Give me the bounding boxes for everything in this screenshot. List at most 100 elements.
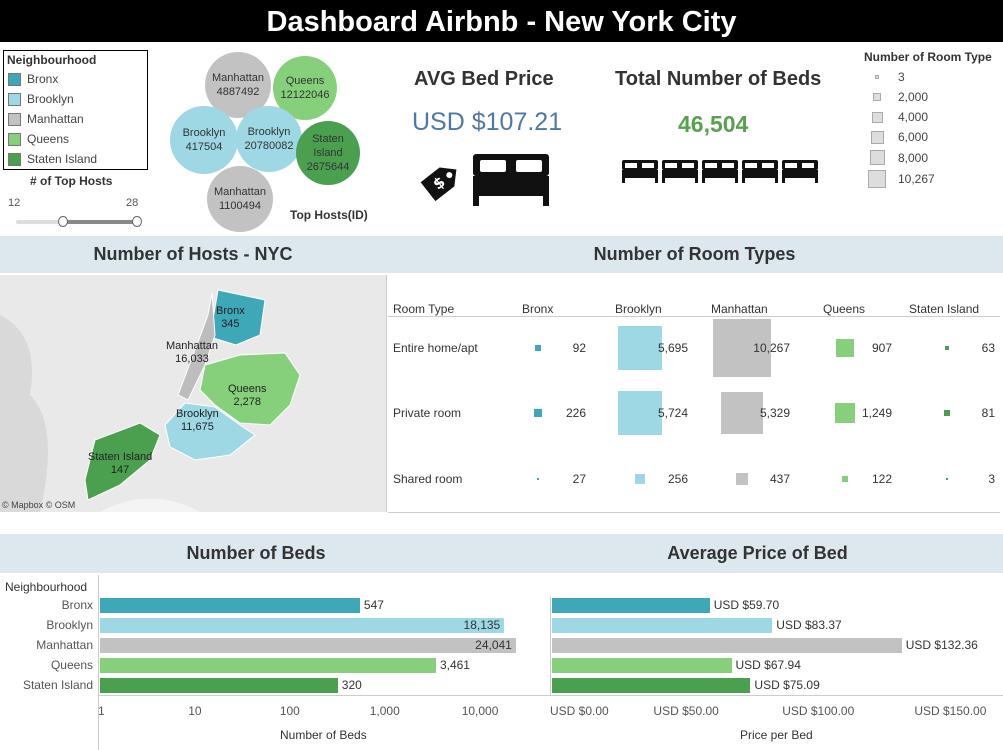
beds-bar-brooklyn[interactable] [100,618,505,633]
nyc-hosts-map[interactable] [0,275,386,512]
room-count-value: 5,695 [657,341,688,355]
room-count-mark[interactable] [535,345,541,351]
room-count-mark[interactable] [536,477,540,481]
size-legend-square [871,111,883,123]
beds-axis-tick: 1 [98,704,105,718]
room-count-mark[interactable] [841,475,849,483]
room-count-value: 5,724 [657,406,688,420]
price-bar-value: USD $83.37 [776,618,842,632]
room-col-header-queens: Queens [823,302,866,316]
room-row-label: Private room [393,406,462,420]
room-type-header: Room Type [393,302,455,316]
size-legend-value: 10,267 [898,172,935,186]
room-count-mark[interactable] [721,392,763,434]
price-bar-queens[interactable] [552,658,732,673]
price-axis-tick: USD $100.00 [782,704,855,718]
price-axis-tick: USD $50.00 [653,704,719,718]
top-hosts-slider-title: # of Top Hosts [30,174,113,188]
price-bar-staten-island[interactable] [552,678,751,693]
neighbourhood-legend[interactable]: Neighbourhood Bronx Brooklyn Manhattan Quee… [3,50,148,170]
room-count-value: 226 [565,406,586,420]
price-bar-bronx[interactable] [552,598,710,613]
map-credit[interactable]: © Mapbox © OSM [2,500,76,510]
beds-chart-title: Number of Beds [186,543,326,563]
map-label-staten-island[interactable]: Staten Island 147 [88,451,152,477]
slider-handle-max[interactable] [132,216,142,227]
room-col-header-brooklyn: Brooklyn [615,302,662,316]
beds-bar-manhattan[interactable] [100,638,516,653]
new-jersey-shape [0,315,48,512]
price-bar-brooklyn[interactable] [552,618,773,633]
slider-handle-min[interactable] [58,216,69,227]
bubble-name: Manhattan [214,186,266,198]
room-count-mark[interactable] [836,339,854,357]
price-bar-value: USD $75.09 [754,678,820,692]
bubble-name: Manhattan [212,72,264,84]
slider-min-label: 12 [8,197,21,209]
map-region-brooklyn [164,402,256,461]
price-bar-manhattan[interactable] [552,638,902,653]
room-count-value: 122 [871,472,892,486]
top-host-bubble-brooklyn[interactable]: Brooklyn 417504 [170,106,238,174]
size-legend-row: 4,000 [862,110,928,124]
size-legend-row: 10,267 [862,170,935,188]
size-legend-square [873,93,881,101]
total-beds-value: 46,504 [678,111,749,137]
avg-bed-price-value: USD $107.21 [412,108,563,136]
legend-label: Manhattan [27,112,84,126]
price-axis-line [550,597,551,695]
bubble-host-id: 20780082 [244,140,294,152]
room-count-mark[interactable] [618,326,662,370]
size-legend-row: 6,000 [862,130,928,144]
room-count-mark[interactable] [834,402,856,424]
top-host-bubble-manhattan[interactable]: Manhattan 1100494 [207,166,273,232]
top-host-bubble-queens[interactable]: Queens 12122046 [273,56,337,120]
room-count-mark[interactable] [736,473,748,485]
map-label-value: 11,675 [180,421,214,433]
size-legend-cell [862,111,892,123]
room-count-mark[interactable] [946,478,948,480]
room-count-mark[interactable] [618,391,662,435]
bubble-host-id: 12122046 [280,89,330,101]
map-label-value: 345 [221,318,240,330]
size-legend-row: 2,000 [862,90,928,104]
room-count-mark[interactable] [944,345,950,351]
legend-item-brooklyn[interactable]: Brooklyn [4,89,147,109]
beds-bar-bronx[interactable] [100,598,360,613]
map-label-bronx[interactable]: Bronx 345 [216,305,245,331]
beds-axis-tick: 10,000 [461,704,499,718]
map-label-name: Bronx [216,305,245,317]
bubble-name: Brooklyn [182,127,226,139]
legend-item-queens[interactable]: Queens [4,129,147,149]
size-legend-row: 3 [862,70,905,84]
price-bar-value: USD $132.36 [905,638,978,652]
top-host-bubble-staten-island[interactable]: Staten Island 2675644 [296,121,360,185]
size-legend-row: 8,000 [862,150,928,165]
room-count-value: 256 [667,472,688,486]
avg-price-chart-title: Average Price of Bed [667,543,848,563]
room-count-mark[interactable] [533,408,543,418]
map-label-queens[interactable]: Queens 2,278 [228,383,267,409]
legend-item-bronx[interactable]: Bronx [4,69,147,89]
legend-item-staten-island[interactable]: Staten Island [4,149,147,169]
room-count-mark[interactable] [635,474,645,484]
category-label: Manhattan [36,638,93,652]
room-count-mark[interactable] [944,410,950,416]
beds-bar-staten-island[interactable] [100,678,338,693]
size-legend-square [869,150,885,165]
room-row-label: Shared room [393,472,463,486]
room-count-value: 10,267 [753,341,790,355]
room-count-mark[interactable] [713,319,771,377]
legend-item-manhattan[interactable]: Manhattan [4,109,147,129]
bed-icon [782,160,818,183]
size-legend-cell [862,130,892,144]
map-label-brooklyn[interactable]: Brooklyn 11,675 [176,408,219,434]
neighbourhood-header: Neighbourhood [5,580,88,594]
beds-bar-queens[interactable] [100,658,436,673]
room-count-value: 907 [871,341,892,355]
room-count-value: 5,329 [759,406,790,420]
map-label-manhattan[interactable]: Manhattan 16,033 [166,340,218,366]
size-legend-cell [862,150,892,165]
beds-bar-value: 24,041 [475,638,512,652]
top-host-bubble-brooklyn[interactable]: Brooklyn 20780082 [236,106,302,172]
